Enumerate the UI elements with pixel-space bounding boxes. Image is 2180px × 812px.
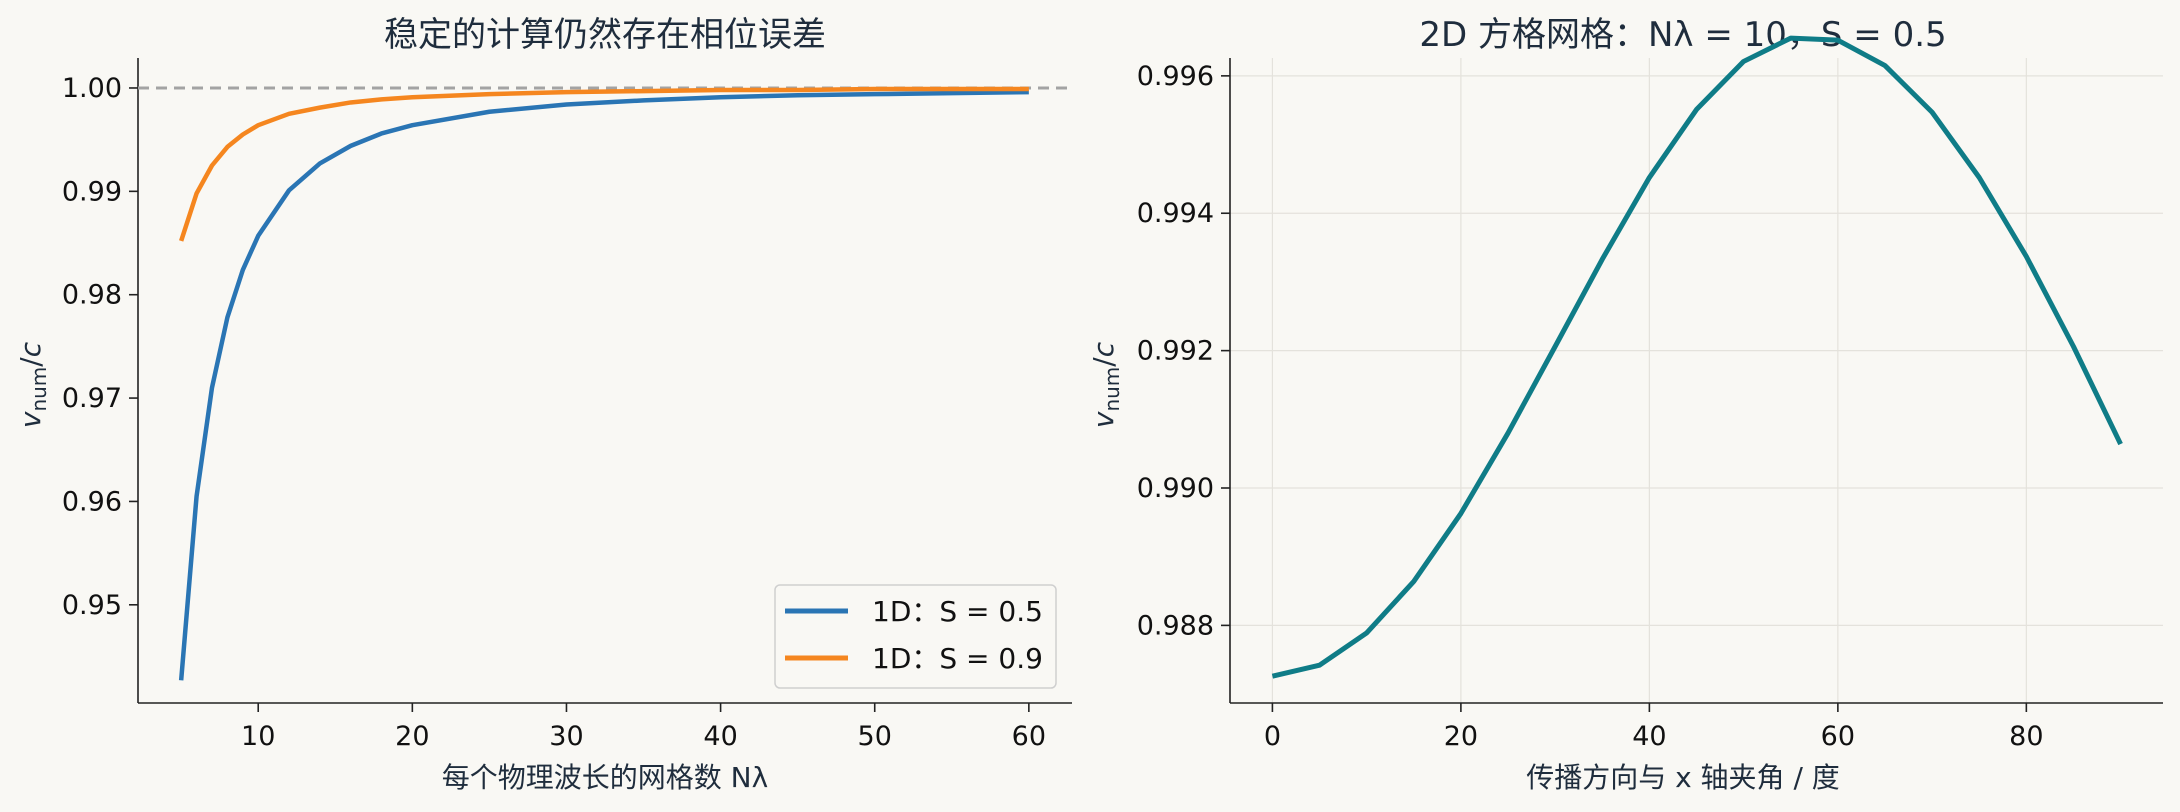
- left-x-axis-label: 每个物理波长的网格数 Nλ: [442, 761, 768, 794]
- y-tick-label: 1.00: [62, 73, 122, 104]
- y-tick-label: 0.992: [1137, 336, 1214, 367]
- x-tick-label: 0: [1264, 721, 1281, 752]
- y-tick-label: 0.95: [62, 590, 122, 621]
- y-tick-label: 0.996: [1137, 61, 1214, 92]
- x-tick-label: 60: [1821, 721, 1855, 752]
- y-tick-label: 0.994: [1137, 198, 1214, 229]
- left-axis-ticks: 10 20 30 40 50 60 0.95 0.96 0.97 0.98 0.99 1.00: [62, 73, 1046, 752]
- left-chart-title: 稳定的计算仍然存在相位误差: [384, 15, 826, 55]
- x-tick-label: 80: [2009, 721, 2043, 752]
- left-legend: 1D：S = 0.5 1D：S = 0.9: [774, 584, 1057, 689]
- right-chart-title: 2D 方格网格：Nλ = 10，S = 0.5: [1419, 15, 1946, 55]
- y-tick-label: 0.990: [1137, 473, 1214, 504]
- left-series-line-0: [178, 89, 1029, 681]
- right-axis-ticks: 0 20 40 60 80 0.988 0.990 0.992 0.994 0.996: [1137, 61, 2044, 752]
- x-tick-label: 40: [703, 721, 737, 752]
- right-chart: 2D 方格网格：Nλ = 10，S = 0.5 传播方向与 x 轴夹角 / 度 …: [1087, 15, 2163, 794]
- x-tick-label: 10: [241, 721, 275, 752]
- left-series-line-1: [179, 86, 1029, 242]
- x-tick-label: 50: [858, 721, 892, 752]
- y-tick-label: 0.988: [1137, 610, 1214, 641]
- left-plot-area: [138, 86, 1072, 681]
- right-y-axis-label: vnum/c: [1087, 341, 1124, 428]
- right-series-line-0: [1271, 35, 2123, 679]
- x-tick-label: 30: [549, 721, 583, 752]
- legend-label-s09: 1D：S = 0.9: [872, 642, 1043, 675]
- x-tick-label: 60: [1012, 721, 1046, 752]
- y-tick-label: 0.96: [62, 486, 122, 517]
- right-gridlines: [1230, 58, 2163, 703]
- y-tick-label: 0.98: [62, 280, 122, 311]
- legend-label-s05: 1D：S = 0.5: [872, 595, 1043, 628]
- left-y-axis-label: vnum/c: [14, 341, 51, 428]
- right-plot-area: [1271, 35, 2123, 679]
- y-tick-label: 0.99: [62, 176, 122, 207]
- y-tick-label: 0.97: [62, 383, 122, 414]
- right-x-axis-label: 传播方向与 x 轴夹角 / 度: [1526, 761, 1840, 794]
- left-chart: 稳定的计算仍然存在相位误差 每个物理波长的网格数 Nλ vnum/c 10 20 3…: [14, 15, 1072, 794]
- x-tick-label: 20: [395, 721, 429, 752]
- x-tick-label: 40: [1632, 721, 1666, 752]
- x-tick-label: 20: [1444, 721, 1478, 752]
